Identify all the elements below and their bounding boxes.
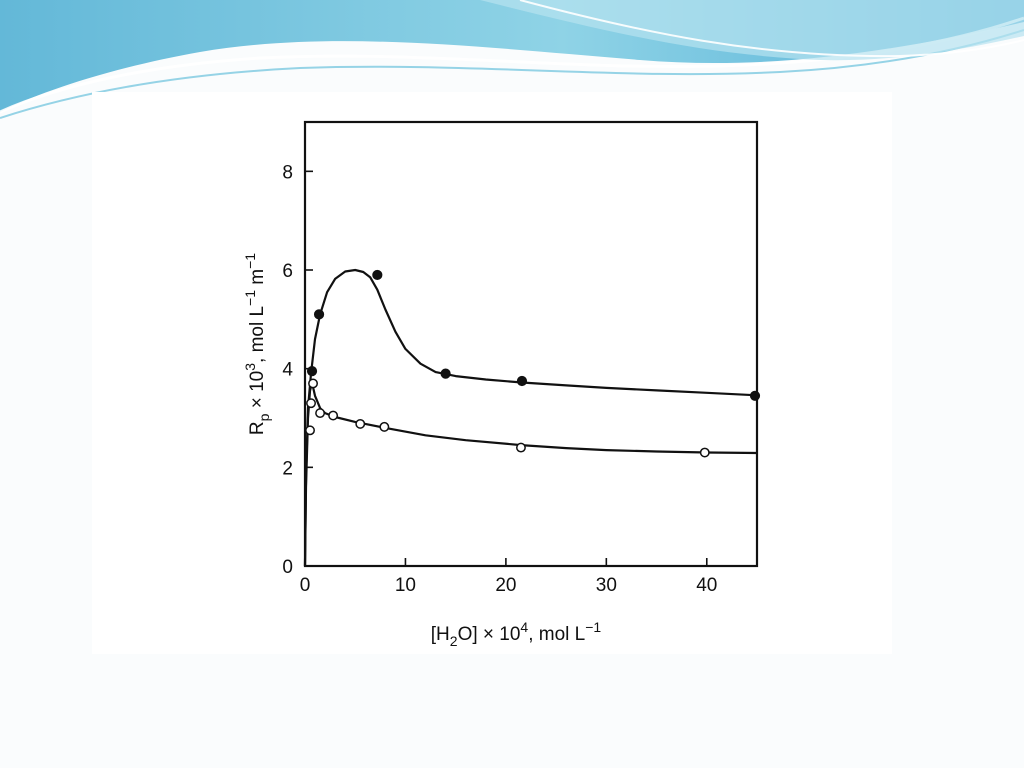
series-2-point xyxy=(308,378,318,389)
x-tick-label: 40 xyxy=(696,575,717,596)
series-1-fit-line xyxy=(303,268,758,567)
slide-header-wave xyxy=(0,0,1024,119)
x-axis-label: [H2O] × 104, mol L−1 xyxy=(431,619,602,649)
y-label-pre: R xyxy=(247,421,268,435)
series-1-point xyxy=(372,269,383,281)
series-2-point xyxy=(699,447,710,458)
y-tick-label: 6 xyxy=(282,261,293,282)
series-1-point xyxy=(440,368,451,379)
y-tick-label: 0 xyxy=(282,557,293,578)
x-label-sub: 2 xyxy=(450,633,458,649)
series-2-point xyxy=(355,418,366,429)
x-tick-label: 10 xyxy=(395,575,416,596)
y-tick-label: 2 xyxy=(282,458,293,479)
x-tick-label: 0 xyxy=(300,575,311,596)
y-label-mid3: m xyxy=(247,269,268,290)
y-label-sup2: −1 xyxy=(242,290,258,306)
plot-frame xyxy=(303,120,759,568)
x-ticks: 0 10 20 30 40 xyxy=(300,558,717,596)
series-2-point xyxy=(305,425,315,436)
y-label-mid2: , mol L xyxy=(247,306,268,363)
series-2-fit-line xyxy=(303,381,758,567)
series-2-point xyxy=(516,442,526,453)
series-1-point xyxy=(313,309,325,320)
y-axis-label: Rp × 103, mol L−1 m−1 xyxy=(242,253,272,435)
y-label-mid: × 10 xyxy=(247,371,268,414)
y-label-sup: 3 xyxy=(242,363,258,371)
y-tick-label: 4 xyxy=(282,360,293,381)
x-tick-label: 20 xyxy=(495,575,516,596)
y-label-sup3: −1 xyxy=(242,253,258,269)
x-label-post: , mol L xyxy=(528,624,585,645)
y-ticks: 0 2 4 6 8 xyxy=(282,162,313,578)
points-layer xyxy=(305,269,761,458)
y-tick-label: 8 xyxy=(282,162,293,183)
series-1-point xyxy=(516,375,528,387)
series-1-point xyxy=(749,390,761,401)
x-tick-label: 30 xyxy=(596,575,617,596)
x-label-sup2: −1 xyxy=(585,619,601,635)
x-label-pre: [H xyxy=(431,624,450,645)
series-2-point xyxy=(328,410,339,421)
x-label-sup: 4 xyxy=(520,619,528,635)
curves-layer xyxy=(303,268,758,567)
series-2-point xyxy=(306,398,316,409)
series-2-point xyxy=(315,408,326,419)
series-2-point xyxy=(379,421,390,432)
x-label-mid: O] × 10 xyxy=(458,624,521,645)
y-label-sub: p xyxy=(256,413,272,421)
